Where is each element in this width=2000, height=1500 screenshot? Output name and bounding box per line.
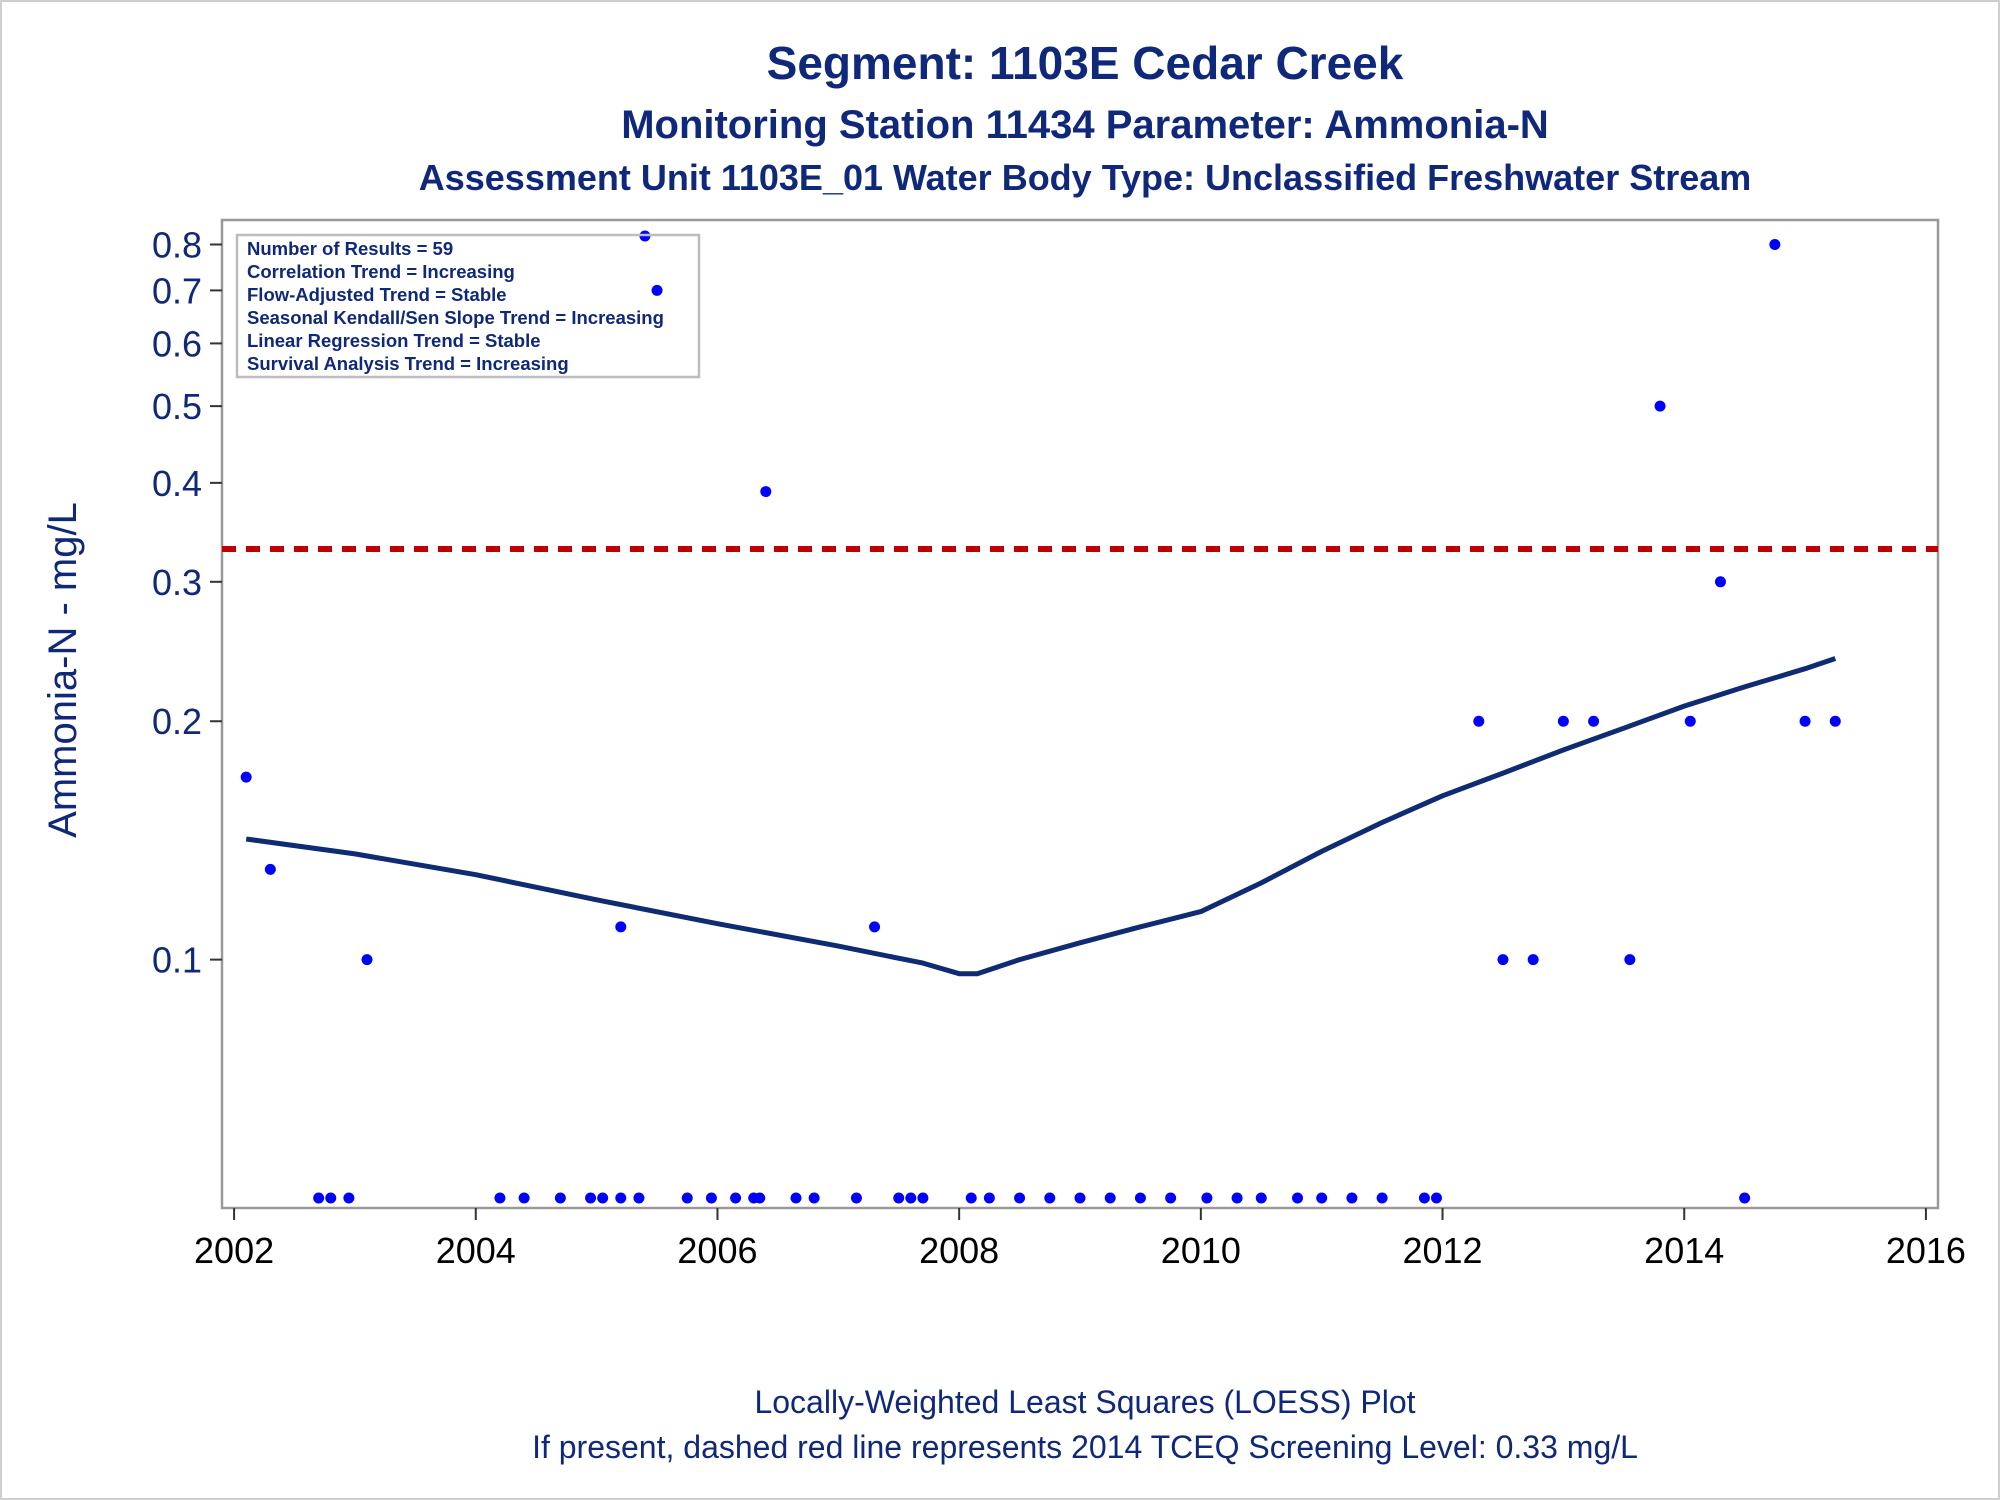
stats-box <box>235 233 701 379</box>
data-point <box>760 486 772 498</box>
stats-line: Correlation Trend = Increasing <box>247 261 515 282</box>
stats-line: Seasonal Kendall/Sen Slope Trend = Incre… <box>247 307 664 328</box>
data-point <box>1134 1192 1146 1204</box>
data-point <box>1376 1192 1388 1204</box>
data-point <box>893 1192 905 1204</box>
data-point <box>554 1192 566 1204</box>
data-point <box>1104 1192 1116 1204</box>
y-tick-label: 0.2 <box>152 701 202 742</box>
data-point <box>1074 1192 1086 1204</box>
data-point <box>264 863 276 875</box>
y-tick-label: 0.8 <box>152 224 202 265</box>
x-tick-label: 2008 <box>919 1230 999 1271</box>
data-point <box>1044 1192 1056 1204</box>
data-point <box>754 1192 766 1204</box>
x-tick-label: 2010 <box>1161 1230 1241 1271</box>
x-tick-label: 2002 <box>194 1230 274 1271</box>
data-point <box>1473 715 1485 727</box>
x-tick-label: 2012 <box>1402 1230 1482 1271</box>
data-point <box>983 1192 995 1204</box>
data-point <box>1292 1192 1304 1204</box>
footnote-loess: Locally-Weighted Least Squares (LOESS) P… <box>754 1384 1415 1420</box>
data-point <box>1430 1192 1442 1204</box>
data-point <box>1346 1192 1358 1204</box>
plot-frame <box>220 218 1940 1210</box>
data-point <box>1624 954 1636 966</box>
stats-line: Flow-Adjusted Trend = Stable <box>247 284 507 305</box>
data-point <box>905 1192 917 1204</box>
data-point <box>1684 715 1696 727</box>
y-tick-label: 0.1 <box>152 940 202 981</box>
footnote-screening: If present, dashed red line represents 2… <box>532 1429 1638 1465</box>
data-point <box>1527 954 1539 966</box>
data-point <box>651 284 663 296</box>
data-point <box>1588 715 1600 727</box>
chart-subtitle-2: Assessment Unit 1103E_01 Water Body Type… <box>419 157 1752 198</box>
data-point <box>1231 1192 1243 1204</box>
data-point <box>790 1192 802 1204</box>
data-point <box>597 1192 609 1204</box>
data-point <box>585 1192 597 1204</box>
x-tick-label: 2014 <box>1644 1230 1724 1271</box>
data-point <box>850 1192 862 1204</box>
data-point <box>1255 1192 1267 1204</box>
data-point <box>325 1192 337 1204</box>
y-axis-label: Ammonia-N - mg/L <box>41 502 85 838</box>
data-point <box>965 1192 977 1204</box>
data-point <box>1714 576 1726 588</box>
data-point <box>343 1192 355 1204</box>
data-point <box>615 921 627 933</box>
stats-line: Number of Results = 59 <box>247 238 453 259</box>
data-point <box>1739 1192 1751 1204</box>
data-point <box>1654 400 1666 412</box>
chart-title: Segment: 1103E Cedar Creek <box>767 37 1404 89</box>
data-point <box>633 1192 645 1204</box>
x-tick-label: 2006 <box>677 1230 757 1271</box>
data-point <box>494 1192 506 1204</box>
data-point <box>1316 1192 1328 1204</box>
data-point <box>917 1192 929 1204</box>
data-point <box>1769 238 1781 250</box>
x-tick-label: 2004 <box>436 1230 516 1271</box>
loess-line <box>245 656 1837 977</box>
y-tick-label: 0.5 <box>152 386 202 427</box>
x-tick-label: 2016 <box>1886 1230 1966 1271</box>
plot-area: 0.1 0.2 0.3 0.4 0.5 0.6 0.7 0.8 2002 2004 2006 2008… <box>152 218 1966 1271</box>
data-point <box>808 1192 820 1204</box>
data-point <box>1799 715 1811 727</box>
data-point <box>361 954 373 966</box>
data-point <box>1418 1192 1430 1204</box>
data-point <box>730 1192 742 1204</box>
data-point <box>1557 715 1569 727</box>
data-point <box>313 1192 325 1204</box>
data-point <box>705 1192 717 1204</box>
y-tick-label: 0.7 <box>152 270 202 311</box>
data-point <box>1165 1192 1177 1204</box>
stats-line: Linear Regression Trend = Stable <box>247 330 541 351</box>
data-point <box>1201 1192 1213 1204</box>
y-tick-label: 0.3 <box>152 562 202 603</box>
data-point <box>1497 954 1509 966</box>
chart-subtitle: Monitoring Station 11434 Parameter: Ammo… <box>621 103 1549 147</box>
data-point <box>615 1192 627 1204</box>
y-tick-label: 0.4 <box>152 463 202 504</box>
data-point <box>518 1192 530 1204</box>
data-point <box>240 771 252 783</box>
data-point <box>869 921 881 933</box>
data-point <box>1829 715 1841 727</box>
y-tick-label: 0.6 <box>152 323 202 364</box>
stats-line: Survival Analysis Trend = Increasing <box>247 353 569 374</box>
data-point <box>1014 1192 1026 1204</box>
data-point <box>681 1192 693 1204</box>
